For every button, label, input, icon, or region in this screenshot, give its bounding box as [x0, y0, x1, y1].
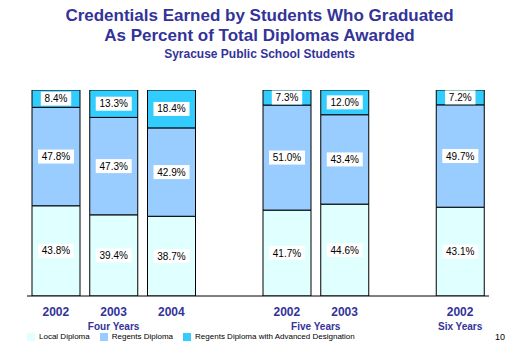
svg-text:47.8%: 47.8% [42, 151, 70, 162]
svg-text:Four Years: Four Years [88, 321, 140, 332]
html-text:Local Diploma: Local Diploma [39, 332, 90, 341]
html-text:As Percent of Total Diplomas A: As Percent of Total Diplomas Awarded [104, 26, 415, 45]
svg-text:7.2%: 7.2% [449, 92, 472, 103]
svg-text:2002: 2002 [274, 305, 301, 319]
svg-text:7.3%: 7.3% [276, 92, 299, 103]
svg-text:2002: 2002 [43, 305, 70, 319]
svg-text:43.4%: 43.4% [331, 154, 359, 165]
svg-text:18.4%: 18.4% [157, 103, 185, 114]
svg-text:41.7%: 41.7% [273, 248, 301, 259]
svg-text:Five Years: Five Years [291, 321, 341, 332]
svg-text:51.0%: 51.0% [273, 152, 301, 163]
svg-text:44.6%: 44.6% [331, 245, 359, 256]
svg-text:2002: 2002 [447, 305, 474, 319]
html-text:Regents Diploma: Regents Diploma [111, 332, 174, 341]
svg-text:12.0%: 12.0% [331, 97, 359, 108]
svg-text:2003: 2003 [331, 305, 358, 319]
svg-text:43.8%: 43.8% [42, 245, 70, 256]
svg-text:49.7%: 49.7% [446, 151, 474, 162]
svg-text:2003: 2003 [100, 305, 127, 319]
svg-text:13.3%: 13.3% [100, 98, 128, 109]
html-text:Regents Diploma with Advanced: Regents Diploma with Advanced Designatio… [195, 332, 355, 341]
svg-text:39.4%: 39.4% [100, 250, 128, 261]
svg-text:42.9%: 42.9% [157, 167, 185, 178]
html-text:Credentials Earned by Students: Credentials Earned by Students Who Gradu… [65, 6, 454, 25]
html-text:Syracuse Public School Student: Syracuse Public School Students [164, 47, 355, 61]
svg-text:2004: 2004 [158, 305, 185, 319]
svg-text:Six Years: Six Years [438, 321, 483, 332]
svg-text:43.1%: 43.1% [446, 246, 474, 257]
html-text:10: 10 [495, 332, 505, 342]
svg-text:38.7%: 38.7% [157, 251, 185, 262]
svg-text:47.3%: 47.3% [100, 161, 128, 172]
svg-text:8.4%: 8.4% [45, 93, 68, 104]
